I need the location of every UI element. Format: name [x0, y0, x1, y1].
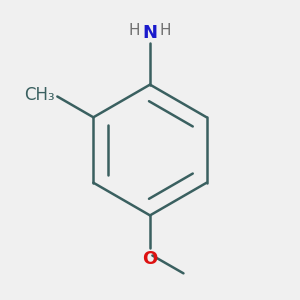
- Text: H: H: [129, 23, 140, 38]
- Text: CH₃: CH₃: [24, 86, 54, 104]
- Text: N: N: [142, 25, 158, 43]
- Text: O: O: [142, 250, 158, 268]
- Text: H: H: [160, 23, 171, 38]
